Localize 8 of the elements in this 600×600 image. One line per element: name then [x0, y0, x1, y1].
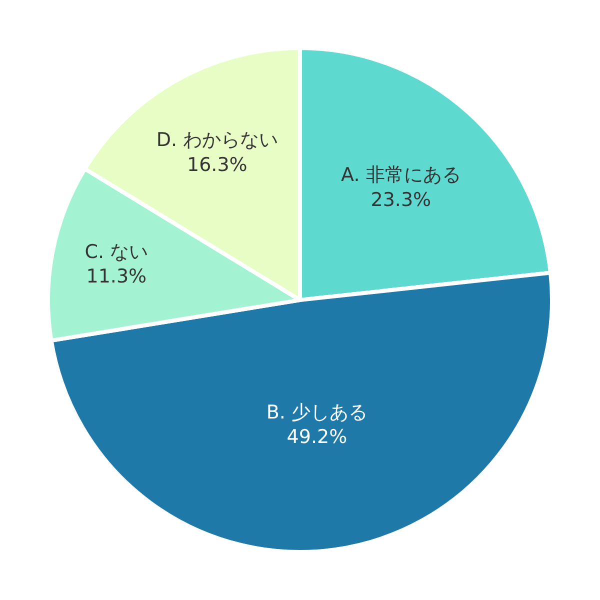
data-label: 49.2%	[286, 426, 348, 448]
slice-label: C. ない	[84, 240, 148, 263]
data-label: 16.3%	[187, 154, 248, 176]
data-label: 23.3%	[370, 188, 432, 211]
slice-label: D. わからない	[156, 129, 278, 152]
slice-label: A. 非常にある	[341, 164, 461, 186]
slice-label: B. 少しある	[266, 402, 368, 424]
data-label: 11.3%	[86, 265, 147, 288]
